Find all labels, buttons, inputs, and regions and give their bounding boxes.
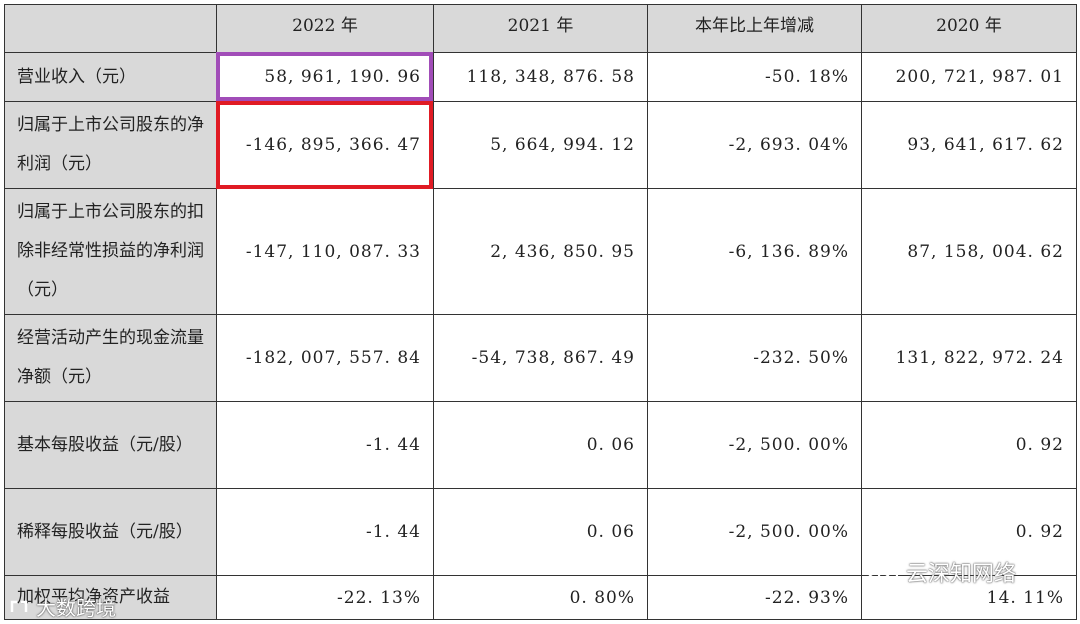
- cell-2022: -147, 110, 087. 33: [216, 188, 434, 315]
- cell-change: -232. 50%: [647, 314, 862, 402]
- watermark-left: 大数跨境: [8, 592, 116, 621]
- watermark-left-text: 大数跨境: [36, 596, 116, 620]
- cell-2020: 14. 11%: [861, 575, 1077, 620]
- table-row: 加权平均净资产收益 -22. 13% 0. 80% -22. 93% 14. 1…: [4, 575, 1077, 620]
- cell-change: -2, 500. 00%: [647, 488, 862, 576]
- table-row: 归属于上市公司股东的扣除非经常性损益的净利润（元） -147, 110, 087…: [4, 188, 1077, 315]
- wechat-icon: [866, 559, 899, 584]
- cell-2021: -54, 738, 867. 49: [433, 314, 648, 402]
- header-2020: 2020 年: [861, 4, 1077, 53]
- row-label: 加权平均净资产收益: [4, 575, 217, 620]
- cell-2020: 200, 721, 987. 01: [861, 52, 1077, 102]
- cell-2020: 87, 158, 004. 62: [861, 188, 1077, 315]
- row-label: 稀释每股收益（元/股）: [4, 488, 217, 576]
- row-label: 归属于上市公司股东的净利润（元）: [4, 101, 217, 189]
- cell-change: -50. 18%: [647, 52, 862, 102]
- cell-2021: 0. 06: [433, 488, 648, 576]
- row-label: 归属于上市公司股东的扣除非经常性损益的净利润（元）: [4, 188, 217, 315]
- cell-2020: 93, 641, 617. 62: [861, 101, 1077, 189]
- watermark-right: 云深知网络: [866, 556, 1016, 588]
- header-2022: 2022 年: [216, 4, 434, 53]
- table-row: 归属于上市公司股东的净利润（元） -146, 895, 366. 47 5, 6…: [4, 101, 1077, 189]
- cell-2022: -22. 13%: [216, 575, 434, 620]
- table-row: 基本每股收益（元/股） -1. 44 0. 06 -2, 500. 00% 0.…: [4, 401, 1077, 489]
- header-row: 2022 年 2021 年 本年比上年增减 2020 年: [4, 4, 1077, 53]
- financial-table: 2022 年 2021 年 本年比上年增减 2020 年 营业收入（元） 58,…: [4, 4, 1077, 620]
- header-change: 本年比上年增减: [647, 4, 862, 53]
- row-label: 基本每股收益（元/股）: [4, 401, 217, 489]
- cell-2022: -1. 44: [216, 488, 434, 576]
- cell-2021: 5, 664, 994. 12: [433, 101, 648, 189]
- cell-2022: -182, 007, 557. 84: [216, 314, 434, 402]
- cell-2022: 58, 961, 190. 96: [216, 52, 434, 102]
- cell-change: -6, 136. 89%: [647, 188, 862, 315]
- table-row: 稀释每股收益（元/股） -1. 44 0. 06 -2, 500. 00% 0.…: [4, 488, 1077, 576]
- row-label: 经营活动产生的现金流量净额（元）: [4, 314, 217, 402]
- cell-change: -22. 93%: [647, 575, 862, 620]
- row-label: 营业收入（元）: [4, 52, 217, 102]
- table-row: 经营活动产生的现金流量净额（元） -182, 007, 557. 84 -54,…: [4, 314, 1077, 402]
- cell-2020: 0. 92: [861, 488, 1077, 576]
- cell-change: -2, 500. 00%: [647, 401, 862, 489]
- cell-2022: -146, 895, 366. 47: [216, 101, 434, 189]
- table-row: 营业收入（元） 58, 961, 190. 96 118, 348, 876. …: [4, 52, 1077, 102]
- header-label-col: [4, 4, 217, 53]
- watermark-right-text: 云深知网络: [906, 562, 1017, 587]
- cell-2021: 0. 06: [433, 401, 648, 489]
- cell-2022: -1. 44: [216, 401, 434, 489]
- logo-icon: [10, 600, 28, 612]
- cell-2021: 118, 348, 876. 58: [433, 52, 648, 102]
- cell-2020: 131, 822, 972. 24: [861, 314, 1077, 402]
- header-2021: 2021 年: [433, 4, 648, 53]
- cell-change: -2, 693. 04%: [647, 101, 862, 189]
- cell-2021: 0. 80%: [433, 575, 648, 620]
- cell-2021: 2, 436, 850. 95: [433, 188, 648, 315]
- cell-2020: 0. 92: [861, 401, 1077, 489]
